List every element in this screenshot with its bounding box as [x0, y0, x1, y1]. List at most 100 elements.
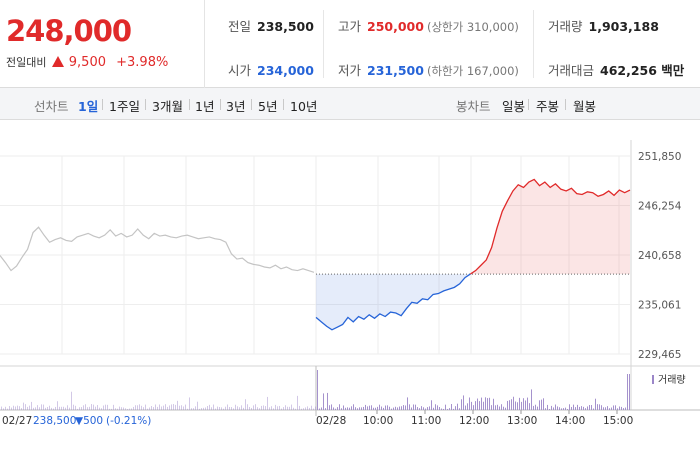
- period-3y[interactable]: 3년: [226, 99, 246, 114]
- volume-bar: [481, 397, 482, 410]
- volume-bar: [625, 407, 626, 410]
- volume-bar: [473, 405, 474, 410]
- volume-bar: [179, 405, 180, 410]
- separator: [102, 99, 103, 110]
- volume-bar: [181, 405, 182, 410]
- volume-bar: [95, 406, 96, 410]
- volume-bar: [453, 408, 454, 410]
- prev-day-change: ▼500: [75, 415, 103, 427]
- volume-bar: [165, 404, 166, 410]
- chart-footer: 02/27 238,500 ▼500 (-0.21%) 02/28: [2, 415, 346, 427]
- volume-bar: [385, 405, 386, 410]
- volume-bar: [375, 407, 376, 410]
- volume-bar: [273, 408, 274, 410]
- volume-bar: [15, 406, 16, 410]
- volume-bar: [1, 406, 2, 410]
- volume-bar: [131, 408, 132, 410]
- volume-bar: [573, 404, 574, 410]
- volume-bar: [467, 403, 468, 410]
- volume-bar: [147, 408, 148, 410]
- volume-bar: [331, 404, 332, 410]
- x-time-label: 12:00: [459, 415, 489, 427]
- separator: [145, 99, 146, 110]
- volume-bar: [13, 405, 14, 410]
- stat-prev-close: 전일 238,500: [228, 16, 314, 35]
- volume-bar: [499, 406, 500, 410]
- period-1w[interactable]: 1주일: [109, 99, 140, 114]
- volume-bar: [355, 407, 356, 410]
- period-1y[interactable]: 1년: [195, 99, 215, 114]
- volume-bar: [245, 399, 246, 410]
- period-1d[interactable]: 1일: [78, 99, 99, 114]
- volume-bar: [465, 405, 466, 410]
- volume-bar: [485, 397, 486, 410]
- candle-daily[interactable]: 일봉: [502, 99, 526, 114]
- volume-bar: [317, 370, 318, 410]
- volume-bar: [73, 404, 74, 410]
- period-5y[interactable]: 5년: [258, 99, 278, 114]
- volume-bar: [319, 408, 320, 410]
- volume-bar: [435, 404, 436, 410]
- volume-bar: [303, 408, 304, 410]
- volume-bar: [427, 407, 428, 410]
- volume-bar: [241, 405, 242, 410]
- volume-bar: [477, 398, 478, 410]
- volume-bar: [475, 401, 476, 410]
- line-chart-label: 선차트: [34, 99, 69, 114]
- volume-bar: [519, 397, 520, 410]
- separator: [189, 99, 190, 110]
- stat-open: 시가 234,000: [228, 60, 314, 79]
- period-10y[interactable]: 10년: [290, 99, 318, 114]
- volume-bar: [383, 407, 384, 410]
- volume-bar: [195, 406, 196, 410]
- volume-bar: [149, 407, 150, 410]
- volume-bar: [533, 405, 534, 410]
- volume-bar: [43, 404, 44, 410]
- volume-bar: [229, 406, 230, 410]
- volume-bar: [565, 407, 566, 410]
- volume-bar: [619, 406, 620, 410]
- volume-bar: [205, 407, 206, 410]
- volume-bar: [479, 401, 480, 410]
- volume-bar: [261, 405, 262, 410]
- volume-bar: [609, 408, 610, 410]
- volume-bar: [157, 406, 158, 410]
- volume-bar: [551, 405, 552, 410]
- volume-bar: [207, 406, 208, 410]
- trade-amount-value: 462,256 백만: [600, 63, 685, 78]
- price-chart-svg: 251,850 246,254 240,658 235,061 229,465 10:0…: [0, 140, 700, 427]
- volume-bar: [337, 407, 338, 410]
- volume-bar: [617, 408, 618, 410]
- volume-bar: [407, 397, 408, 410]
- volume-bar: [563, 408, 564, 410]
- volume-bar: [381, 406, 382, 410]
- volume-bar: [599, 404, 600, 410]
- volume-bar: [503, 406, 504, 410]
- volume-label: 거래량: [548, 19, 583, 34]
- volume-bar: [367, 406, 368, 410]
- volume-bar: [349, 407, 350, 410]
- volume-bar: [137, 405, 138, 410]
- volume-bar: [449, 408, 450, 410]
- volume-bar: [17, 405, 18, 410]
- volume-bar: [547, 404, 548, 410]
- change-label: 전일대비: [6, 56, 47, 69]
- volume-bar: [293, 407, 294, 410]
- volume-bar: [197, 401, 198, 410]
- volume-bar: [559, 407, 560, 410]
- volume-bar: [295, 408, 296, 410]
- volume-bar: [177, 400, 178, 410]
- volume-bar: [399, 406, 400, 410]
- low-value: 231,500: [367, 63, 424, 78]
- volume-bar: [215, 408, 216, 410]
- period-3m[interactable]: 3개월: [152, 99, 183, 114]
- volume-bar: [601, 405, 602, 410]
- volume-bar: [111, 408, 112, 410]
- volume-bar: [629, 374, 630, 410]
- volume-bar: [343, 405, 344, 410]
- volume-bar: [339, 404, 340, 410]
- candle-monthly[interactable]: 월봉: [573, 99, 597, 114]
- volume-bar: [185, 404, 186, 410]
- candle-weekly[interactable]: 주봉: [536, 99, 560, 114]
- volume-bar: [257, 407, 258, 410]
